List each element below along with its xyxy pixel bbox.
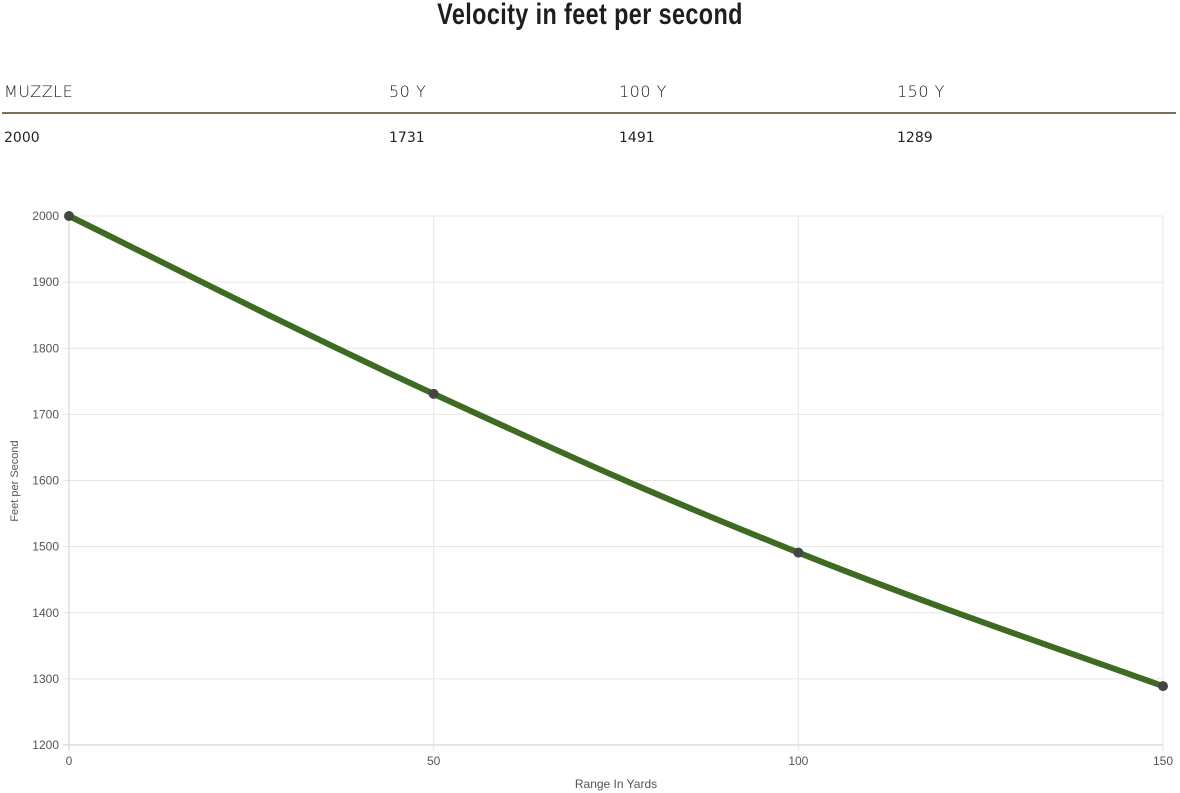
- data-point[interactable]: [1158, 681, 1168, 692]
- x-tick-label: 100: [788, 754, 808, 768]
- data-point[interactable]: [64, 211, 74, 221]
- value-50y: 1731: [389, 130, 425, 146]
- y-axis-label: Feet per Second: [9, 440, 21, 521]
- y-tick-label: 1600: [32, 474, 59, 488]
- value-100y: 1491: [619, 130, 655, 146]
- y-tick-label: 1700: [32, 407, 59, 421]
- data-point[interactable]: [793, 547, 804, 558]
- y-tick-label: 1800: [32, 341, 59, 355]
- series-line: [66, 213, 1166, 690]
- x-tick-label: 150: [1153, 754, 1173, 768]
- y-tick-label: 1200: [32, 738, 59, 752]
- header-muzzle: MUZZLE: [4, 82, 74, 101]
- y-tick-label: 1500: [32, 540, 59, 554]
- y-tick-label: 1300: [32, 672, 59, 686]
- header-50y: 50 Y: [389, 82, 427, 101]
- table-divider: [2, 112, 1176, 114]
- y-tick-label: 2000: [32, 209, 59, 223]
- value-muzzle: 2000: [4, 130, 40, 146]
- header-150y: 150 Y: [897, 82, 945, 101]
- page-title: Velocity in feet per second: [437, 0, 743, 31]
- y-tick-label: 1400: [32, 606, 59, 620]
- data-point[interactable]: [428, 388, 439, 399]
- x-tick-label: 50: [427, 754, 441, 768]
- value-150y: 1289: [897, 130, 933, 146]
- y-tick-label: 1900: [32, 275, 59, 289]
- x-tick-label: 0: [66, 754, 73, 768]
- x-axis-label: Range In Yards: [575, 777, 657, 791]
- header-100y: 100 Y: [619, 82, 667, 101]
